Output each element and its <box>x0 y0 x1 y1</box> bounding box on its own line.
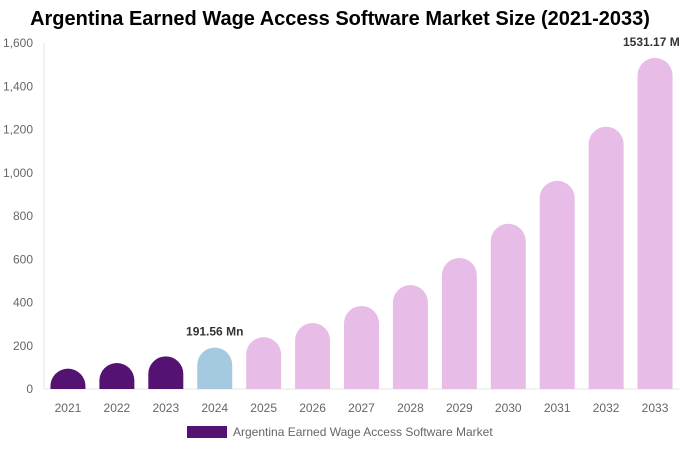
y-tick-label: 600 <box>13 252 33 266</box>
x-tick-label: 2029 <box>446 401 473 415</box>
x-tick-label: 2027 <box>348 401 375 415</box>
x-tick-label: 2030 <box>495 401 522 415</box>
x-tick-label: 2028 <box>397 401 424 415</box>
x-tick-label: 2024 <box>201 401 228 415</box>
bar-2030 <box>490 223 526 389</box>
bar-2022 <box>99 363 135 389</box>
y-tick-label: 0 <box>26 382 33 396</box>
bar-2025 <box>246 337 282 389</box>
bar-chart: 0 200 400 600 800 1,000 1,200 1,400 1,600 2021 202… <box>3 35 680 415</box>
bar-2029 <box>441 257 477 389</box>
bar-2033 <box>637 57 673 390</box>
x-tick-label: 2033 <box>642 401 669 415</box>
data-label: 1531.17 Mn <box>623 35 680 49</box>
x-tick-label: 2032 <box>593 401 620 415</box>
legend-swatch <box>187 426 227 438</box>
x-tick-label: 2025 <box>250 401 277 415</box>
y-tick-label: 200 <box>13 339 33 353</box>
data-label: 191.56 Mn <box>186 325 243 339</box>
x-tick-label: 2021 <box>55 401 82 415</box>
y-tick-label: 400 <box>13 296 33 310</box>
y-tick-label: 1,400 <box>3 79 33 93</box>
legend-label: Argentina Earned Wage Access Software Ma… <box>233 425 493 439</box>
bar-2028 <box>392 284 428 389</box>
bar-2031 <box>539 180 575 389</box>
y-tick-label: 1,000 <box>3 166 33 180</box>
chart-title: Argentina Earned Wage Access Software Ma… <box>30 8 650 30</box>
x-tick-label: 2022 <box>104 401 131 415</box>
bar-2023 <box>148 356 184 389</box>
legend[interactable]: Argentina Earned Wage Access Software Ma… <box>187 425 493 439</box>
bar-2027 <box>344 305 379 389</box>
bar-2024 <box>197 347 233 389</box>
x-tick-label: 2031 <box>544 401 571 415</box>
bar-2026 <box>295 323 331 389</box>
x-tick-label: 2026 <box>299 401 326 415</box>
bar-2032 <box>588 126 624 389</box>
y-tick-label: 1,200 <box>3 123 33 137</box>
y-tick-label: 1,600 <box>3 36 33 50</box>
y-tick-label: 800 <box>13 209 33 223</box>
bar-2021 <box>50 368 86 389</box>
x-tick-label: 2023 <box>152 401 179 415</box>
